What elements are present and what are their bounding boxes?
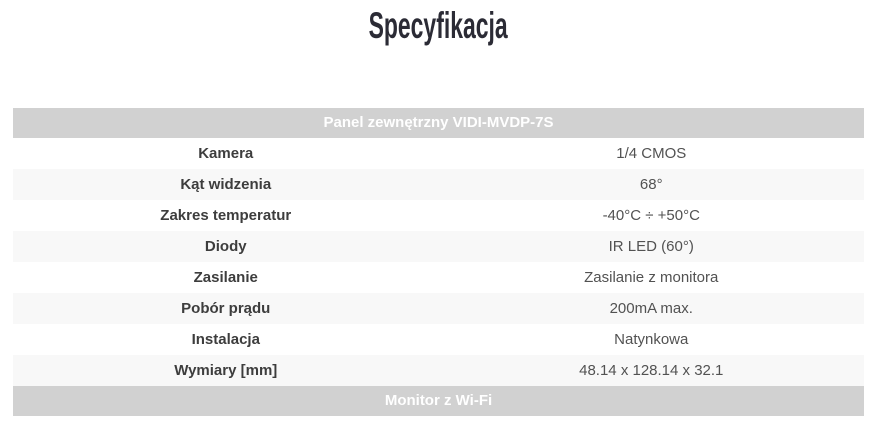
table-row: Kąt widzenia 68° xyxy=(13,169,864,200)
spec-label: Wymiary [mm] xyxy=(174,362,278,379)
table-row: Pobór prądu 200mA max. xyxy=(13,293,864,324)
spec-label: Pobór prądu xyxy=(181,300,271,317)
table-row: Zasilanie Zasilanie z monitora xyxy=(13,262,864,293)
section-header-monitor-wifi: Monitor z Wi-Fi xyxy=(13,386,864,416)
spec-value: 200mA max. xyxy=(609,300,693,317)
page-title: Specyfikacja xyxy=(368,5,509,46)
spec-rows-container: Kamera 1/4 CMOS Kąt widzenia 68° Zakres temp… xyxy=(13,138,864,386)
spec-value: 68° xyxy=(639,176,663,193)
spec-label: Instalacja xyxy=(191,331,260,348)
title-wrap: Specyfikacja xyxy=(0,0,877,48)
table-row: Zakres temperatur -40°C ÷ +50°C xyxy=(13,200,864,231)
spec-value: IR LED (60°) xyxy=(608,238,694,255)
spec-table: Panel zewnętrzny VIDI-MVDP-7S Kamera 1/4 … xyxy=(13,108,864,424)
partial-next-row xyxy=(13,416,864,424)
spec-value: Zasilanie z monitora xyxy=(584,269,719,286)
table-row: Diody IR LED (60°) xyxy=(13,231,864,262)
spec-label: Kamera xyxy=(198,145,254,162)
spec-label: Diody xyxy=(204,238,247,255)
spec-label: Zasilanie xyxy=(193,269,258,286)
section-header-panel-zewnetrzny: Panel zewnętrzny VIDI-MVDP-7S xyxy=(13,108,864,138)
spec-value: Natynkowa xyxy=(614,331,689,348)
table-row: Instalacja Natynkowa xyxy=(13,324,864,355)
spec-label: Zakres temperatur xyxy=(160,207,292,224)
table-row: Kamera 1/4 CMOS xyxy=(13,138,864,169)
table-row: Wymiary [mm] 48.14 x 128.14 x 32.1 xyxy=(13,355,864,386)
spec-value: 48.14 x 128.14 x 32.1 xyxy=(579,362,724,379)
spec-value: -40°C ÷ +50°C xyxy=(602,207,700,224)
spec-value: 1/4 CMOS xyxy=(616,145,687,162)
spec-label: Kąt widzenia xyxy=(180,176,272,193)
